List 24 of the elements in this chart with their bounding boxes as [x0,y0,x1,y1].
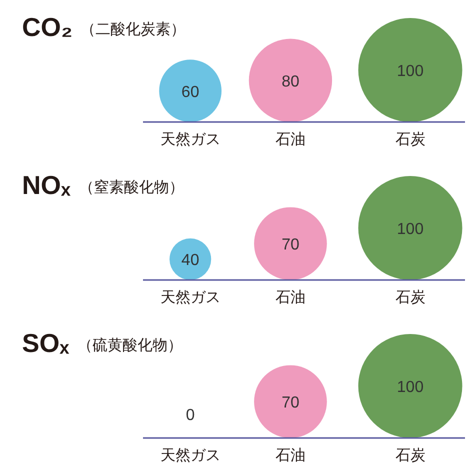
category-label: 石油 [275,289,306,306]
data-label: 100 [396,221,424,238]
data-label: 80 [282,73,300,90]
category-label: 天然ガス [160,447,220,464]
category-label: 天然ガス [160,131,220,148]
data-label: 100 [396,63,424,80]
text: （二酸化炭素） [80,21,186,38]
text: CO₂ [22,12,73,42]
category-label: 石炭 [395,131,426,148]
text: （硫黄酸化物） [78,337,183,354]
data-label: 70 [282,236,300,254]
text: SOₓ [22,328,70,358]
text: （窒素酸化物） [79,179,184,196]
data-label: 70 [282,394,300,412]
category-label: 天然ガス [160,289,220,306]
data-label: 60 [181,84,200,101]
category-label: 石炭 [395,289,426,306]
category-label: 石炭 [395,447,426,464]
data-label: 0 [186,407,195,424]
data-label: 40 [181,252,200,270]
category-label: 石油 [275,131,306,148]
data-label: 100 [396,379,424,396]
text: NOₓ [22,170,71,200]
category-label: 石油 [275,447,306,464]
